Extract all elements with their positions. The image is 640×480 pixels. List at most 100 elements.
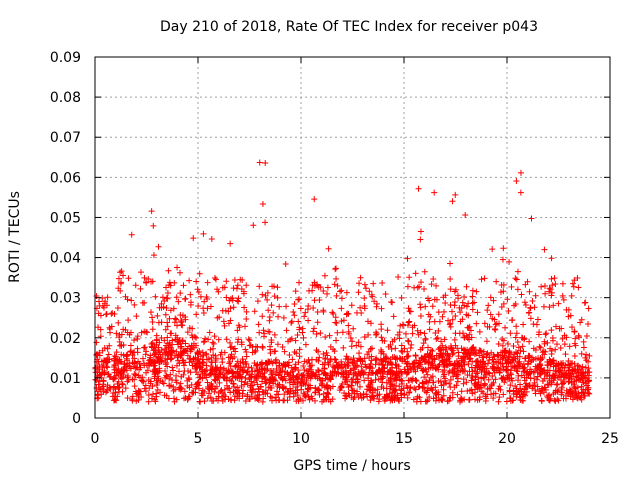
- data-point: [374, 386, 381, 393]
- data-point: [199, 375, 206, 382]
- data-point: [271, 348, 278, 355]
- data-point: [549, 372, 556, 379]
- data-point: [492, 321, 499, 328]
- data-point: [493, 320, 500, 327]
- data-point: [405, 305, 412, 312]
- data-point: [482, 381, 489, 388]
- data-point: [263, 367, 270, 374]
- y-tick-label: 0.01: [50, 371, 81, 387]
- data-point: [122, 363, 129, 370]
- data-point: [507, 382, 514, 389]
- data-point: [268, 302, 275, 309]
- data-point: [340, 344, 347, 351]
- data-point: [334, 282, 341, 289]
- data-point: [230, 285, 237, 292]
- data-point: [320, 308, 327, 315]
- data-point: [301, 313, 308, 320]
- data-point: [93, 339, 100, 346]
- data-point: [166, 375, 173, 382]
- data-point: [268, 395, 275, 402]
- data-point: [369, 345, 376, 352]
- data-point: [460, 380, 467, 387]
- data-point: [473, 350, 480, 357]
- data-point: [421, 353, 428, 360]
- data-point: [461, 334, 468, 341]
- data-point: [164, 356, 171, 363]
- data-point: [468, 349, 475, 356]
- data-point: [264, 361, 271, 368]
- data-point: [113, 353, 120, 360]
- data-point: [234, 339, 241, 346]
- data-point: [171, 279, 178, 286]
- data-point: [544, 362, 551, 369]
- data-point: [530, 356, 537, 363]
- data-point: [234, 282, 241, 289]
- data-point: [412, 352, 419, 359]
- data-point: [235, 298, 242, 305]
- data-point: [580, 338, 587, 345]
- y-axis-ticks: 0 0.01 0.02 0.03 0.04 0.05 0.06 0.07 0.08 0.09: [50, 50, 610, 427]
- data-point: [447, 394, 454, 401]
- data-point: [102, 389, 109, 396]
- data-point: [137, 269, 144, 276]
- data-point: [208, 359, 215, 366]
- data-point: [548, 327, 555, 334]
- data-point: [134, 336, 141, 343]
- data-point: [459, 299, 466, 306]
- data-point: [136, 366, 143, 373]
- data-point: [177, 353, 184, 360]
- data-point: [150, 222, 157, 229]
- data-point: [272, 394, 279, 401]
- data-point: [389, 338, 396, 345]
- data-point: [302, 341, 309, 348]
- data-point: [517, 394, 524, 401]
- data-point: [514, 338, 521, 345]
- data-point: [238, 341, 245, 348]
- data-point: [426, 377, 433, 384]
- data-point: [357, 343, 364, 350]
- data-point: [284, 389, 291, 396]
- data-point: [507, 330, 514, 337]
- data-point: [568, 292, 575, 299]
- data-point: [485, 369, 492, 376]
- data-point: [469, 390, 476, 397]
- data-point: [176, 337, 183, 344]
- data-point: [199, 387, 206, 394]
- data-point: [520, 397, 527, 404]
- data-point: [407, 345, 414, 352]
- data-point: [557, 345, 564, 352]
- data-point: [565, 306, 572, 313]
- data-point: [243, 282, 250, 289]
- data-point: [361, 333, 368, 340]
- data-point: [162, 326, 169, 333]
- data-point: [552, 346, 559, 353]
- data-point: [348, 302, 355, 309]
- data-point: [585, 377, 592, 384]
- data-point: [208, 354, 215, 361]
- data-point: [124, 378, 131, 385]
- data-point: [566, 386, 573, 393]
- data-point: [162, 311, 169, 318]
- data-point: [186, 277, 193, 284]
- data-point: [153, 377, 160, 384]
- data-point: [293, 350, 300, 357]
- data-point: [255, 321, 262, 328]
- data-point: [378, 326, 385, 333]
- data-point: [98, 391, 105, 398]
- data-point: [194, 286, 201, 293]
- data-point: [395, 363, 402, 370]
- data-point: [218, 387, 225, 394]
- data-point: [133, 398, 140, 405]
- data-point: [439, 396, 446, 403]
- data-point: [528, 215, 535, 222]
- data-point: [578, 396, 585, 403]
- data-point: [119, 388, 126, 395]
- data-point: [288, 318, 295, 325]
- data-point: [318, 381, 325, 388]
- data-point: [521, 335, 528, 342]
- data-point: [548, 292, 555, 299]
- data-point: [387, 360, 394, 367]
- data-point: [361, 377, 368, 384]
- data-point: [325, 361, 332, 368]
- data-point: [480, 348, 487, 355]
